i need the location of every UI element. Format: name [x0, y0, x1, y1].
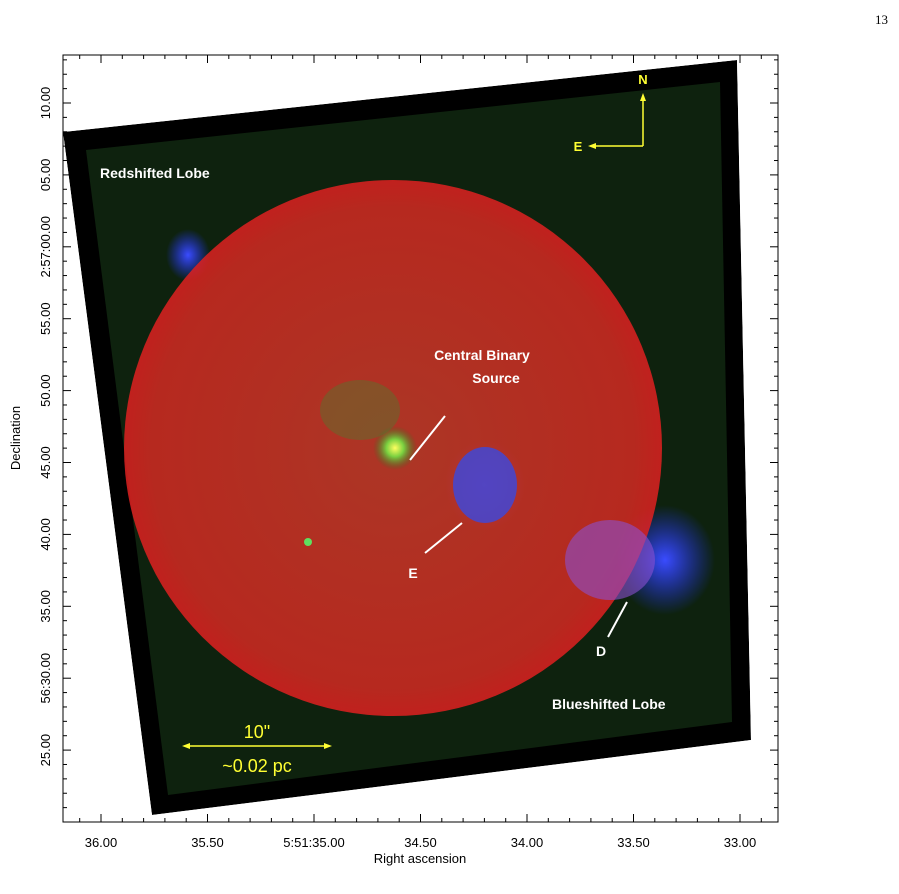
y-tick-label: 25.00	[38, 734, 53, 767]
x-tick-label: 34.00	[511, 835, 544, 850]
x-axis-label: Right ascension	[374, 851, 467, 866]
annotation: Redshifted Lobe	[100, 165, 210, 181]
compass-north: N	[638, 72, 647, 87]
y-tick-label: 50.00	[38, 374, 53, 407]
y-tick-label: 56:30.00	[38, 653, 53, 704]
x-tick-label: 36.00	[85, 835, 118, 850]
y-tick-label: 35.00	[38, 590, 53, 623]
x-tick-label: 33.00	[724, 835, 757, 850]
y-tick-label: 40.00	[38, 518, 53, 551]
image	[63, 60, 751, 815]
scale-angular: 10"	[244, 722, 270, 742]
annotation: E	[408, 565, 417, 581]
annotation: Source	[472, 370, 520, 386]
x-tick-label: 35.50	[191, 835, 224, 850]
y-tick-label: 10.00	[38, 87, 53, 120]
annotation: Blueshifted Lobe	[552, 696, 666, 712]
annotation: D	[596, 643, 606, 659]
x-tick-label: 34.50	[404, 835, 437, 850]
annotation: Central Binary	[434, 347, 530, 363]
compass-east: E	[574, 139, 583, 154]
scale-physical: ~0.02 pc	[222, 756, 292, 776]
x-tick-label: 5:51:35.00	[283, 835, 344, 850]
y-tick-label: 45.00	[38, 446, 53, 479]
y-tick-label: 05.00	[38, 159, 53, 192]
y-tick-label: 2:57:00.00	[38, 216, 53, 277]
page-number: 13	[875, 12, 888, 27]
y-axis-label: Declination	[8, 406, 23, 470]
x-tick-label: 33.50	[617, 835, 650, 850]
y-tick-label: 55.00	[38, 302, 53, 335]
